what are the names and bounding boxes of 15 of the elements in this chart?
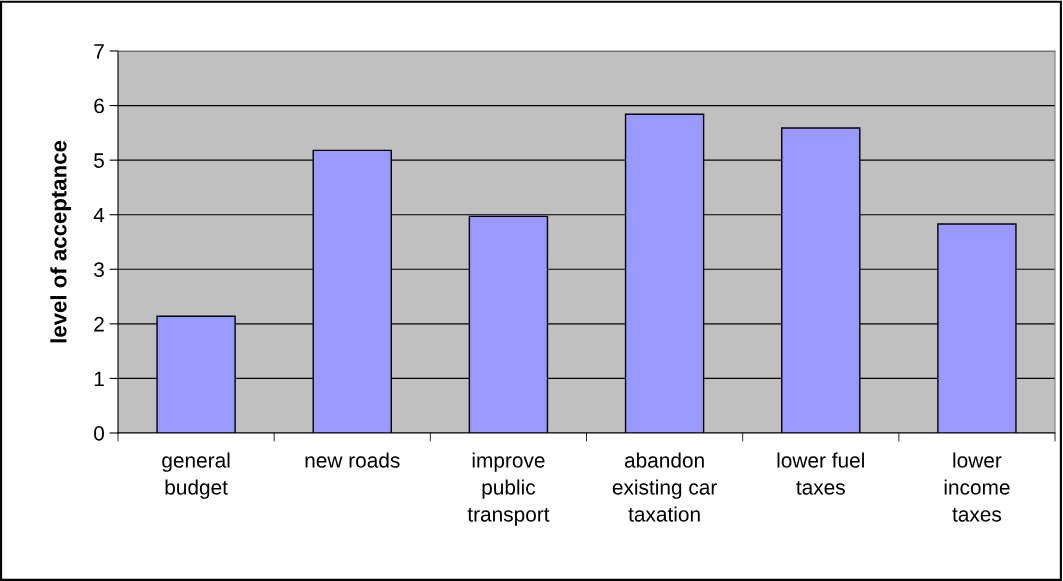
y-tick-label: 4 (93, 207, 105, 223)
x-tick-label: lower income taxes (944, 452, 1010, 522)
x-tick-label: general budget (162, 452, 230, 499)
y-tick-label: 3 (94, 262, 104, 278)
y-tick-label: 1 (94, 371, 104, 386)
y-axis-title: level of acceptance (50, 140, 71, 343)
y-tick-label: 6 (94, 98, 104, 114)
y-tick-label: 2 (94, 316, 104, 332)
x-tick-label: lower fuel taxes (777, 452, 864, 495)
y-tick-label: 0 (94, 426, 104, 441)
y-tick-label: 7 (94, 44, 104, 59)
y-tick-label: 5 (94, 153, 104, 168)
x-tick-label: improve public transport (467, 452, 550, 526)
x-tick-label: new roads (305, 452, 400, 468)
x-tick-label: abandon existing car taxation (612, 452, 717, 522)
